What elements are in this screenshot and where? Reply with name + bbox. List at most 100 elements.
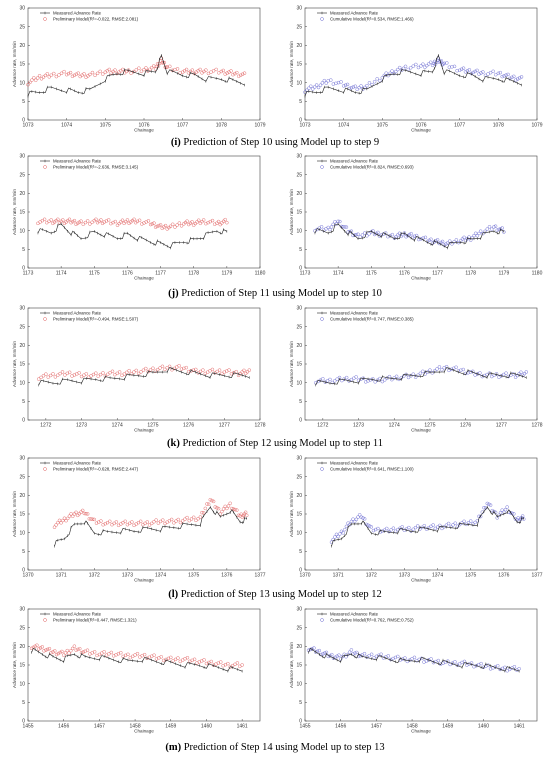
y-tick-label: 10	[296, 530, 302, 536]
model-point	[30, 78, 34, 82]
model-point	[94, 217, 98, 222]
y-axis-label: Advance rate, mm/min	[12, 642, 17, 688]
model-point	[165, 65, 169, 69]
model-point	[200, 510, 204, 515]
model-point	[435, 58, 440, 62]
y-tick-label: 20	[296, 644, 302, 650]
model-point	[356, 232, 360, 236]
x-tick-label: 1174	[56, 271, 67, 277]
model-point	[102, 220, 106, 224]
model-point	[354, 517, 359, 522]
model-point	[473, 69, 477, 74]
model-point	[335, 377, 339, 381]
model-point	[414, 62, 418, 67]
model-point	[26, 82, 30, 87]
model-point	[67, 370, 72, 375]
model-point	[53, 649, 57, 653]
legend-measured-label: Measured Advance Rate	[53, 159, 102, 164]
model-point	[223, 504, 227, 509]
model-point	[351, 85, 356, 89]
model-point	[39, 375, 43, 380]
model-point	[114, 520, 119, 524]
model-point	[59, 71, 64, 76]
y-tick-label: 15	[19, 512, 25, 518]
model-point	[367, 81, 372, 85]
model-point	[93, 73, 97, 78]
y-tick-label: 30	[19, 607, 25, 613]
model-point	[54, 652, 59, 657]
model-point	[338, 532, 342, 536]
model-point	[210, 218, 215, 223]
legend-model-swatch	[320, 165, 324, 169]
model-point	[406, 375, 411, 380]
x-tick-label: 1276	[183, 423, 194, 429]
x-tick-label: 1374	[432, 573, 443, 579]
x-tick-label: 1074	[61, 123, 72, 129]
model-point	[198, 515, 203, 519]
model-point	[481, 231, 485, 236]
y-tick-label: 20	[19, 43, 25, 49]
y-tick-label: 10	[19, 681, 25, 687]
model-point	[313, 650, 318, 654]
model-point	[214, 67, 218, 72]
model-point	[35, 643, 39, 647]
legend-measured-label: Measured Advance Rate	[53, 311, 102, 316]
model-point	[72, 218, 77, 223]
model-point	[104, 219, 109, 223]
x-tick-label: 1458	[407, 724, 418, 730]
model-point	[54, 74, 59, 79]
model-point	[477, 72, 481, 76]
x-tick-label: 1076	[415, 123, 426, 129]
model-point	[53, 375, 58, 379]
model-point	[71, 514, 75, 519]
model-point	[423, 235, 428, 240]
model-point	[436, 658, 440, 663]
model-point	[49, 218, 53, 222]
model-point	[231, 507, 236, 511]
model-point	[320, 81, 325, 85]
model-point	[369, 652, 374, 657]
model-point	[87, 517, 92, 521]
model-point	[129, 372, 134, 376]
model-point	[309, 84, 313, 88]
model-point	[196, 516, 200, 521]
x-tick-label: 1176	[122, 271, 133, 277]
model-point	[72, 73, 77, 77]
x-tick-label: 1274	[389, 423, 400, 429]
model-point	[451, 523, 455, 527]
model-point	[394, 69, 398, 74]
model-point	[396, 654, 400, 659]
x-tick-label: 1370	[22, 573, 33, 579]
model-point	[150, 521, 154, 526]
model-point	[478, 229, 483, 233]
model-point	[173, 225, 177, 229]
model-point	[54, 523, 58, 527]
chart-j-cumulative: 0 5 10 15 20 25 30 1173 1174 1175 1176 1177 1178 1179…	[287, 152, 543, 281]
model-point	[194, 518, 198, 523]
x-tick-label: 1276	[460, 423, 471, 429]
x-tick-label: 1456	[335, 724, 346, 730]
model-point	[322, 78, 327, 83]
y-tick-label: 15	[296, 512, 302, 518]
model-point	[51, 650, 55, 654]
y-axis-label: Advance rate, mm/min	[12, 41, 17, 87]
model-point	[315, 649, 320, 654]
model-point	[429, 237, 433, 242]
model-point	[137, 66, 141, 70]
model-point	[380, 379, 385, 384]
model-point	[334, 532, 339, 537]
model-point	[373, 527, 378, 532]
model-point	[415, 524, 420, 528]
model-point	[67, 514, 72, 518]
caption-i: (i) Prediction of Step 10 using Model up…	[170, 137, 380, 148]
y-tick-label: 30	[19, 6, 25, 12]
model-point	[369, 525, 374, 529]
x-tick-label: 1074	[338, 123, 349, 129]
x-tick-label: 1176	[399, 271, 410, 277]
model-point	[488, 503, 493, 507]
model-point	[492, 225, 496, 229]
model-point	[382, 378, 387, 382]
x-tick-label: 1178	[465, 271, 476, 277]
model-point	[61, 218, 65, 222]
model-point	[386, 73, 390, 78]
